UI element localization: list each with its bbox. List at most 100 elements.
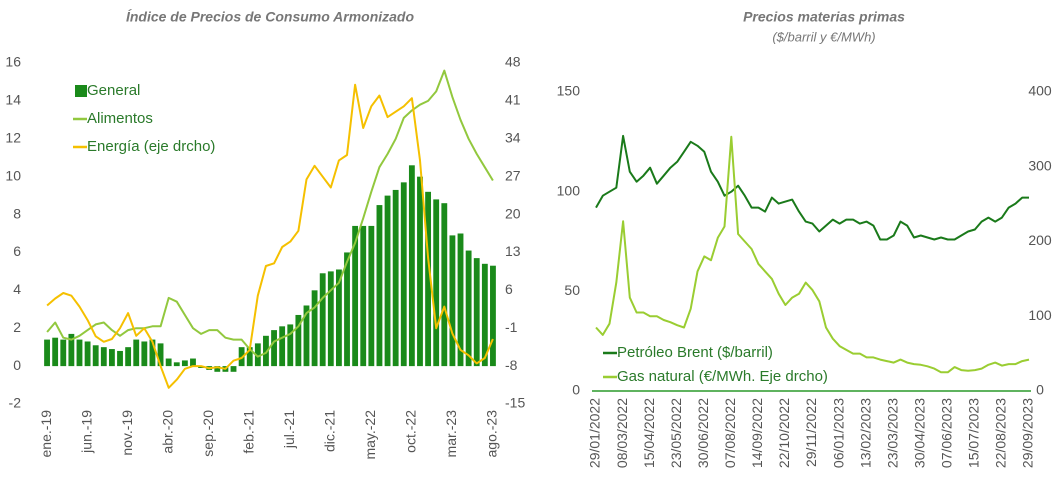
x-tick-label: abr.-20 [159, 410, 175, 454]
x-tick-label: 30/06/2022 [695, 398, 711, 468]
x-tick-label: 15/04/2022 [641, 398, 657, 468]
bar [246, 347, 253, 367]
x-tick-label: 13/02/2023 [857, 398, 873, 468]
y-tick-label: 10 [5, 167, 21, 183]
bar [295, 314, 302, 367]
y2-tick-label: 400 [1028, 83, 1052, 99]
x-tick-label: may.-22 [362, 410, 378, 460]
x-tick-label: mar.-23 [443, 410, 459, 458]
legend-label: Gas natural (€/MWh. Eje drcho) [617, 368, 828, 385]
bar [190, 358, 196, 367]
x-tick-label: 29/01/2022 [587, 398, 603, 468]
bar [400, 182, 407, 367]
legend-swatch [75, 85, 87, 97]
bar [108, 349, 115, 367]
x-tick-label: ago.-23 [484, 410, 500, 458]
x-tick-label: jul.-21 [281, 410, 297, 449]
bar [473, 258, 480, 367]
x-tick-label: 07/08/2022 [722, 398, 738, 468]
y2-tick-label: 27 [505, 167, 521, 183]
y-tick-label: 50 [564, 282, 580, 298]
x-tick-label: ene.-19 [38, 410, 54, 458]
bar [408, 165, 415, 367]
x-tick-label: 22/10/2022 [776, 398, 792, 468]
x-tick-label: jun.-19 [78, 410, 94, 454]
y-tick-label: -2 [9, 395, 22, 411]
x-tick-label: nov.-19 [119, 410, 135, 456]
y2-tick-label: 6 [505, 281, 513, 297]
bar [279, 326, 286, 367]
bar [352, 225, 359, 367]
x-tick-label: 22/08/2023 [993, 398, 1009, 468]
y2-tick-label: 100 [1028, 307, 1052, 323]
y-tick-label: 150 [557, 83, 581, 99]
y-tick-label: 12 [5, 129, 21, 145]
line-series [46, 69, 494, 358]
bar [92, 345, 99, 367]
bar [311, 290, 318, 367]
bar [441, 203, 448, 367]
y2-tick-label: 0 [1036, 382, 1044, 398]
bar [230, 366, 237, 372]
bar [117, 350, 123, 367]
bar [335, 269, 342, 367]
bar [125, 347, 132, 367]
bar [490, 265, 496, 367]
y2-tick-label: 41 [505, 92, 521, 108]
line-series [46, 83, 494, 389]
y-tick-label: 0 [13, 357, 21, 373]
bar [165, 358, 172, 367]
x-tick-label: 14/09/2022 [749, 398, 765, 468]
line-series [595, 134, 1029, 241]
bar [384, 195, 391, 367]
bar [344, 252, 350, 367]
y2-tick-label: -8 [505, 357, 518, 373]
bar [360, 225, 367, 367]
bar [263, 335, 269, 367]
y-tick-label: 6 [13, 243, 21, 259]
bar [100, 347, 107, 367]
x-tick-label: 23/05/2022 [668, 398, 684, 468]
bar [157, 343, 164, 367]
bar [433, 199, 440, 367]
bar [52, 337, 59, 367]
y2-tick-label: 300 [1028, 157, 1052, 173]
chart-title: Precios materias primas [743, 9, 905, 25]
bar [465, 250, 472, 367]
bar [149, 339, 156, 367]
y2-tick-label: 34 [505, 129, 521, 145]
bar [287, 324, 294, 367]
bar [173, 362, 180, 367]
bar [84, 341, 91, 367]
bar [60, 339, 67, 367]
y-tick-label: 16 [5, 54, 21, 70]
legend-label: Petróleo Brent ($/barril) [617, 344, 773, 361]
bar [271, 330, 277, 367]
y2-tick-label: 48 [505, 54, 521, 70]
bar [254, 343, 261, 367]
bar [392, 189, 399, 367]
bar [76, 339, 83, 367]
x-tick-label: 23/03/2023 [884, 398, 900, 468]
y2-tick-label: -1 [505, 319, 518, 335]
x-tick-label: sep.-20 [200, 410, 216, 457]
y-tick-label: 0 [572, 382, 580, 398]
bar [376, 205, 383, 367]
x-tick-label: dic.-21 [322, 410, 338, 452]
legend-label: Alimentos [87, 110, 153, 127]
x-tick-label: 07/06/2023 [939, 398, 955, 468]
bar [319, 273, 326, 367]
y-tick-label: 8 [13, 205, 21, 221]
bar [417, 176, 423, 367]
legend-label: Energía (eje drcho) [87, 138, 215, 155]
bar [214, 366, 221, 372]
bar [141, 341, 148, 367]
y2-tick-label: 200 [1028, 232, 1052, 248]
bar [368, 225, 375, 367]
bar [44, 339, 50, 367]
y-tick-label: 2 [13, 319, 21, 335]
bar [481, 263, 488, 367]
x-tick-label: feb.-21 [240, 410, 256, 454]
y-tick-label: 14 [5, 92, 21, 108]
